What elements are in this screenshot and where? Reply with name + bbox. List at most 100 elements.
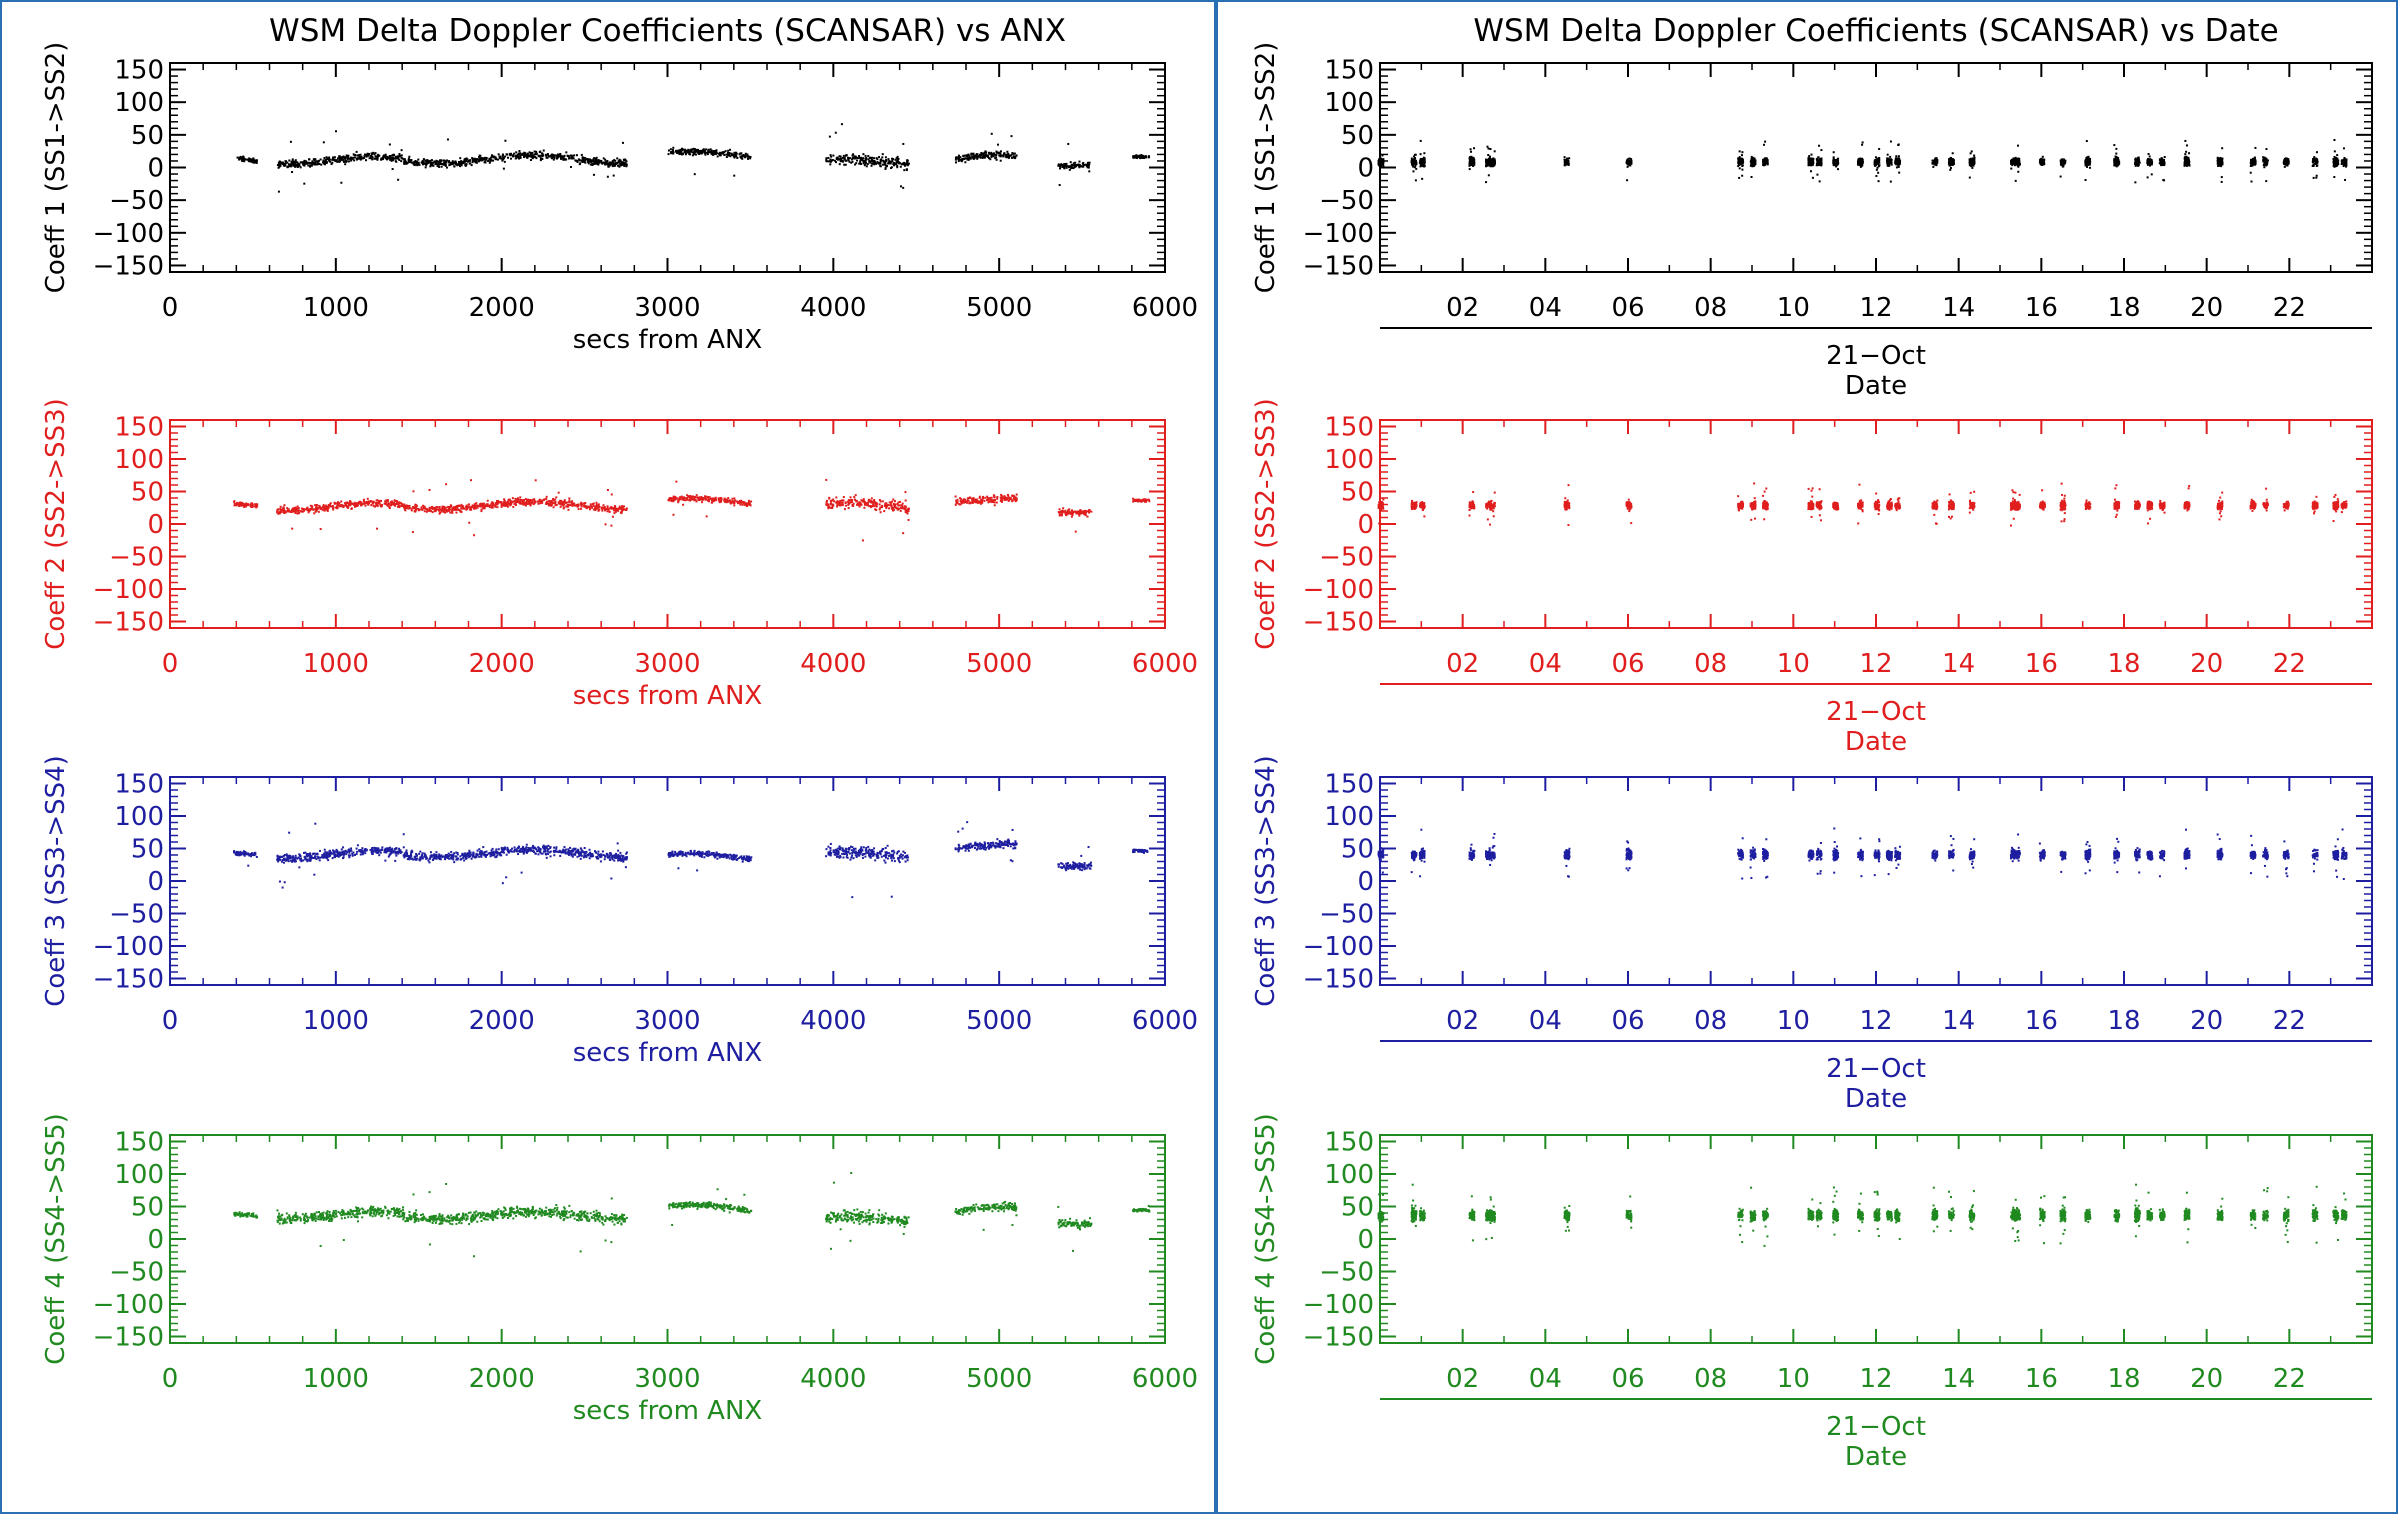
data-point bbox=[551, 157, 554, 160]
data-point bbox=[693, 173, 696, 176]
data-point bbox=[242, 504, 245, 507]
data-point bbox=[478, 156, 481, 159]
data-point bbox=[748, 155, 751, 158]
data-point bbox=[346, 506, 349, 509]
data-point bbox=[1752, 164, 1755, 167]
data-point bbox=[1834, 159, 1837, 162]
data-point bbox=[575, 154, 578, 157]
data-point bbox=[2018, 161, 2021, 164]
data-point bbox=[2085, 140, 2088, 143]
data-point bbox=[1741, 161, 1744, 164]
data-point bbox=[509, 157, 512, 160]
data-point bbox=[596, 160, 599, 163]
data-point bbox=[285, 161, 288, 164]
data-point bbox=[325, 156, 328, 159]
data-point bbox=[1766, 159, 1769, 162]
data-point bbox=[2186, 158, 2189, 161]
data-point bbox=[712, 153, 715, 156]
data-point bbox=[1088, 163, 1091, 166]
data-point bbox=[688, 150, 691, 153]
data-point bbox=[355, 150, 358, 153]
data-point bbox=[832, 154, 835, 157]
data-point bbox=[238, 157, 241, 160]
data-point bbox=[309, 509, 312, 512]
data-point bbox=[854, 163, 857, 166]
data-point bbox=[526, 154, 529, 157]
data-point bbox=[323, 505, 326, 508]
data-point bbox=[334, 130, 337, 133]
data-point bbox=[2061, 158, 2064, 161]
data-point bbox=[601, 161, 604, 164]
data-point bbox=[609, 163, 612, 166]
data-point bbox=[1061, 164, 1064, 167]
data-point bbox=[296, 165, 299, 168]
data-point bbox=[417, 163, 420, 166]
data-point bbox=[512, 154, 515, 157]
data-point bbox=[1971, 166, 1974, 169]
data-point bbox=[1932, 165, 1935, 168]
data-point bbox=[883, 161, 886, 164]
data-point bbox=[966, 158, 969, 161]
data-point bbox=[322, 504, 325, 507]
data-point bbox=[1765, 157, 1768, 160]
data-point bbox=[1888, 158, 1891, 161]
data-point bbox=[2217, 164, 2220, 167]
data-point bbox=[871, 156, 874, 159]
data-point bbox=[416, 164, 419, 167]
data-point bbox=[429, 165, 432, 168]
data-point bbox=[356, 154, 359, 157]
data-point bbox=[316, 504, 319, 507]
data-point bbox=[578, 163, 581, 166]
data-point bbox=[1493, 160, 1496, 163]
data-point bbox=[2064, 159, 2067, 162]
data-point bbox=[1627, 158, 1630, 161]
data-point bbox=[466, 160, 469, 163]
data-point bbox=[970, 153, 973, 156]
data-point bbox=[1493, 150, 1496, 153]
data-point bbox=[1563, 163, 1566, 166]
data-point bbox=[560, 156, 563, 159]
data-point bbox=[1877, 164, 1880, 167]
data-point bbox=[2134, 181, 2137, 184]
data-point bbox=[895, 157, 898, 160]
data-point bbox=[1487, 174, 1490, 177]
data-point bbox=[525, 155, 528, 158]
data-point bbox=[407, 157, 410, 160]
data-point bbox=[374, 157, 377, 160]
data-point bbox=[1081, 165, 1084, 168]
data-point bbox=[1889, 155, 1892, 158]
data-point bbox=[1419, 159, 1422, 162]
data-point bbox=[973, 154, 976, 157]
data-point bbox=[458, 162, 461, 165]
data-point bbox=[391, 168, 394, 171]
data-point bbox=[1750, 155, 1753, 158]
data-point bbox=[1011, 152, 1014, 155]
data-point bbox=[1379, 160, 1382, 163]
data-point bbox=[892, 163, 895, 166]
data-point bbox=[280, 162, 283, 165]
data-point bbox=[1485, 163, 1488, 166]
data-burst bbox=[2038, 155, 2046, 166]
data-point bbox=[495, 158, 498, 161]
data-point bbox=[2163, 163, 2166, 166]
data-burst bbox=[1749, 155, 1757, 179]
data-point bbox=[1750, 160, 1753, 163]
data-point bbox=[2219, 156, 2222, 159]
data-point bbox=[2116, 163, 2119, 166]
data-point bbox=[603, 161, 606, 164]
data-point bbox=[1012, 156, 1015, 159]
data-point bbox=[1063, 165, 1066, 168]
data-point bbox=[734, 151, 737, 154]
data-point bbox=[1932, 159, 1935, 162]
data-point bbox=[982, 154, 985, 157]
data-point bbox=[2313, 156, 2316, 159]
data-point bbox=[593, 161, 596, 164]
data-point bbox=[482, 158, 485, 161]
data-point bbox=[987, 157, 990, 160]
data-point bbox=[250, 505, 253, 508]
data-point bbox=[2010, 162, 2013, 165]
data-point bbox=[1895, 166, 1898, 169]
data-point bbox=[256, 503, 259, 506]
data-point bbox=[1837, 161, 1840, 164]
data-point bbox=[359, 158, 362, 161]
